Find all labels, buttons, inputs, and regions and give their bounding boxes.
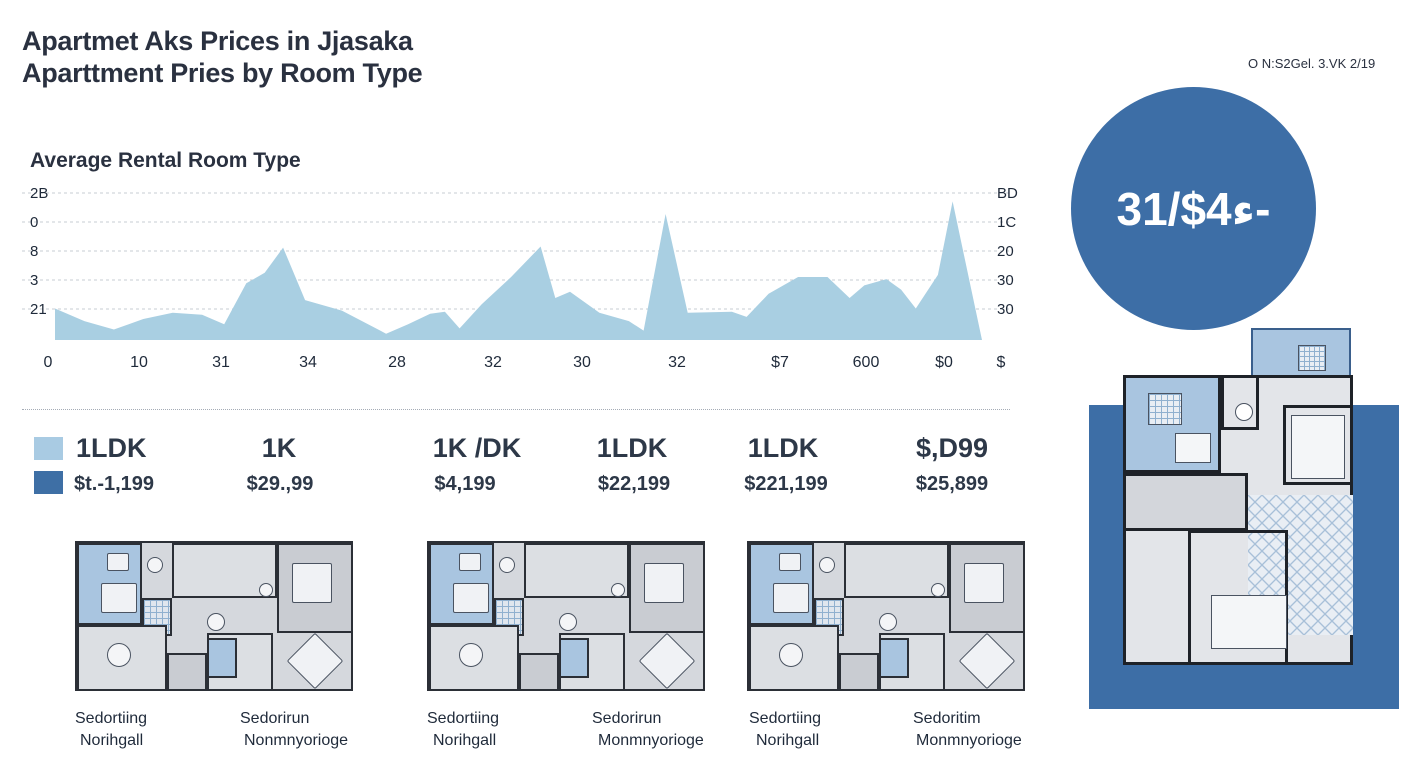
x-axis-tick: 28 <box>388 354 406 371</box>
x-axis-tick: 10 <box>130 354 148 371</box>
plan-caption-line2: Norihgall <box>433 732 497 749</box>
plan-caption-line1: Sedoritim <box>913 710 981 727</box>
y-axis-left-tick: 21 <box>30 301 47 318</box>
date-note: O N:S2Gel. 3.VK 2/19 <box>1248 56 1376 71</box>
plan-caption-line1: Sedortiing <box>749 710 822 727</box>
x-axis-tick: $7 <box>771 354 789 371</box>
legend-swatch-light <box>34 437 63 460</box>
room-type-label: $,D99 <box>915 433 989 463</box>
page-title: Apartmet Aks Prices in Jjasaka <box>22 26 413 56</box>
room-price: $4,199 <box>434 473 496 495</box>
legend-swatch-dark <box>34 471 63 494</box>
room-type-label: 1K /DK <box>432 433 522 463</box>
x-axis-tick: 34 <box>299 354 317 371</box>
rental-area-chart: 2B 0 8 3 21 BD 1C 20 30 30 0 10 31 34 28 32 30 32 $7 600 $0 $ <box>22 185 1018 371</box>
room-type-label: 1LDK <box>747 433 819 463</box>
y-axis-left-tick: 2B <box>30 185 48 202</box>
y-axis-right-tick: 20 <box>997 243 1014 260</box>
area-series <box>55 201 982 340</box>
room-type-label: 1K <box>261 433 297 463</box>
plan-caption-line2: Monmnyorioge <box>598 732 704 749</box>
x-axis-tick: $ <box>997 354 1006 371</box>
section-divider <box>22 409 1010 410</box>
legend-room-label: 1LDK <box>76 433 147 463</box>
floor-plan-image <box>427 541 705 691</box>
plan-caption-line2: Norihgall <box>80 732 144 749</box>
plan-caption-line2: Nonmnyorioge <box>244 732 349 749</box>
x-axis-tick: 600 <box>853 354 880 371</box>
plan-caption-line1: Sedorirun <box>592 710 662 727</box>
x-axis-tick: 31 <box>212 354 230 371</box>
room-type-label: 1LDK <box>596 433 668 463</box>
plan-caption-line1: Sedorirun <box>240 710 310 727</box>
x-axis-tick: 32 <box>484 354 502 371</box>
plan-caption-line2: Norihgall <box>756 732 820 749</box>
plan-caption-line2: Monmnyorioge <box>916 732 1022 749</box>
y-axis-right-tick: 30 <box>997 301 1014 318</box>
y-axis-left-tick: 3 <box>30 272 38 289</box>
plan-caption-line1: Sedortiing <box>75 710 148 727</box>
highlight-price-value: 31/$4ء- <box>1116 182 1272 235</box>
x-axis-tick: 32 <box>668 354 686 371</box>
x-axis-tick: 0 <box>44 354 53 371</box>
highlight-price-circle: 31/$4ء- <box>1071 87 1316 330</box>
y-axis-right-tick: 30 <box>997 272 1014 289</box>
x-axis-tick: $0 <box>935 354 953 371</box>
plan-caption-line1: Sedortiing <box>427 710 500 727</box>
y-axis-left-tick: 8 <box>30 243 38 260</box>
legend-price-label: $t.-1,199 <box>74 473 155 495</box>
y-axis-right-tick: BD <box>997 185 1018 202</box>
featured-floor-plan-image <box>1123 328 1353 665</box>
y-axis-left-tick: 0 <box>30 214 38 231</box>
room-price: $29.,99 <box>246 473 314 495</box>
floor-plan-image <box>747 541 1025 691</box>
room-price: $22,199 <box>597 473 671 495</box>
x-axis-tick: 30 <box>573 354 591 371</box>
page-subtitle: Aparttment Pries by Room Type <box>22 58 423 88</box>
room-price: $221,199 <box>744 473 828 495</box>
y-axis-right-tick: 1C <box>997 214 1016 231</box>
floor-plan-image <box>75 541 353 691</box>
room-price: $25,899 <box>915 473 989 495</box>
chart-title: Average Rental Room Type <box>30 149 301 172</box>
